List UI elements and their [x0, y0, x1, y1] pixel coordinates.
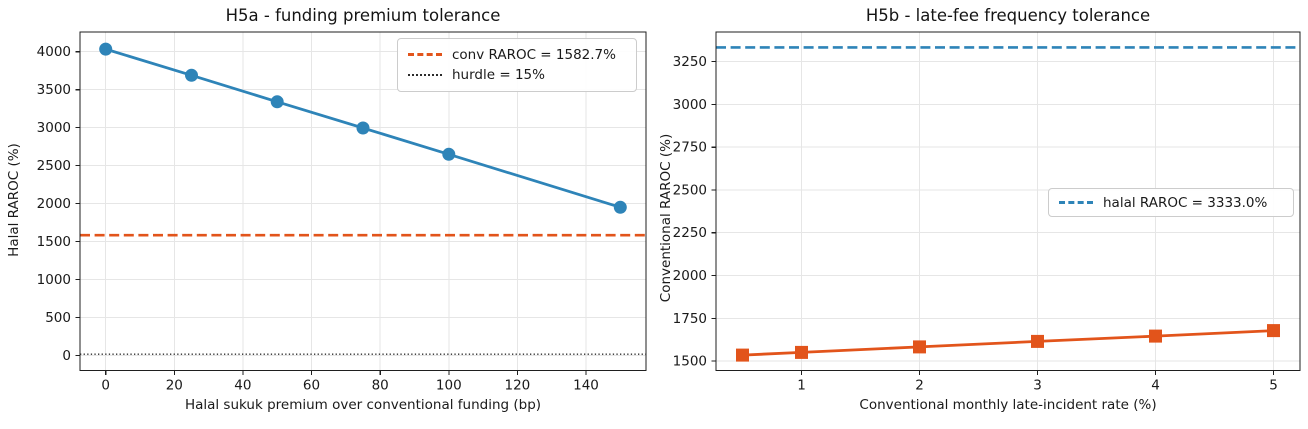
- h5a-legend: conv RAROC = 1582.7% hurdle = 15%: [397, 38, 637, 92]
- svg-text:40: 40: [234, 378, 251, 394]
- svg-text:3: 3: [1033, 378, 1042, 394]
- svg-text:3500: 3500: [37, 82, 71, 98]
- svg-text:1000: 1000: [37, 272, 71, 288]
- H5a-spines: [79, 31, 647, 372]
- svg-text:140: 140: [573, 378, 599, 394]
- svg-text:1500: 1500: [37, 234, 71, 250]
- h5b-legend: halal RAROC = 3333.0%: [1048, 188, 1294, 217]
- H5b-tick-marks: [711, 61, 1275, 375]
- svg-text:2250: 2250: [673, 225, 707, 241]
- blue-dashed-line-sample-icon: [1059, 201, 1093, 204]
- h5a-title: H5a - funding premium tolerance: [225, 6, 501, 25]
- H5b-spines: [715, 31, 1301, 372]
- svg-text:120: 120: [505, 378, 531, 394]
- svg-text:5: 5: [1269, 378, 1278, 394]
- black-dotted-line-sample-icon: [408, 74, 442, 77]
- H5b-tick-labels: 1 2 3 4 5 1500 1750 2000 2250 2500 2750 3000 3250: [673, 54, 1278, 393]
- h5a-x-axis-label: Halal sukuk premium over conventional fu…: [184, 397, 542, 413]
- legend-entry-halal-raroc: halal RAROC = 3333.0%: [1059, 195, 1283, 211]
- H5a-data-points: [99, 42, 627, 214]
- svg-text:3000: 3000: [673, 97, 707, 113]
- svg-text:2000: 2000: [673, 268, 707, 284]
- svg-text:2500: 2500: [673, 183, 707, 199]
- svg-text:4000: 4000: [37, 44, 71, 60]
- h5b-x-axis-label: Conventional monthly late-incident rate …: [859, 397, 1157, 413]
- legend-entry-conv-raroc: conv RAROC = 1582.7%: [408, 47, 626, 63]
- h5b-y-axis-label: Conventional RAROC (%): [658, 133, 674, 303]
- svg-text:20: 20: [166, 378, 183, 394]
- svg-text:1750: 1750: [673, 311, 707, 327]
- svg-text:3000: 3000: [37, 120, 71, 136]
- svg-text:100: 100: [436, 378, 462, 394]
- svg-text:3250: 3250: [673, 54, 707, 70]
- svg-text:80: 80: [372, 378, 389, 394]
- legend-label: conv RAROC = 1582.7%: [452, 46, 616, 63]
- H5a-tick-labels: 0 20 40 60 80 100 120 140 0 500 1000 1500 2000 2500 30…: [37, 44, 599, 393]
- svg-text:60: 60: [303, 378, 320, 394]
- legend-entry-hurdle: hurdle = 15%: [408, 67, 626, 83]
- svg-text:4: 4: [1151, 378, 1160, 394]
- legend-label: halal RAROC = 3333.0%: [1103, 194, 1268, 211]
- h5a-y-axis-label: Halal RAROC (%): [6, 143, 22, 257]
- svg-text:2500: 2500: [37, 158, 71, 174]
- H5a-tick-marks: [75, 51, 587, 375]
- legend-label: hurdle = 15%: [452, 67, 545, 84]
- H5b-data-points: [736, 324, 1280, 362]
- H5b-series-line: [741, 329, 1275, 357]
- orange-dashed-line-sample-icon: [408, 53, 442, 57]
- svg-text:500: 500: [45, 310, 71, 326]
- H5a-series-line: [104, 47, 622, 209]
- svg-text:2: 2: [915, 378, 924, 394]
- svg-text:2750: 2750: [673, 140, 707, 156]
- svg-text:0: 0: [62, 348, 71, 364]
- svg-text:2000: 2000: [37, 196, 71, 212]
- svg-text:1: 1: [797, 378, 806, 394]
- h5b-title: H5b - late-fee frequency tolerance: [865, 6, 1151, 25]
- svg-text:0: 0: [101, 378, 110, 394]
- svg-text:1500: 1500: [673, 354, 707, 370]
